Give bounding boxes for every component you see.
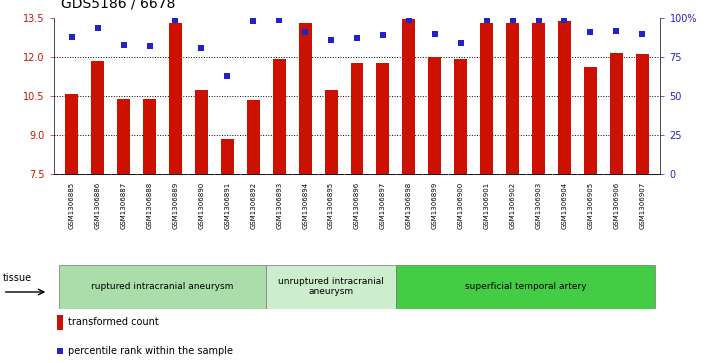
Text: GSM1306887: GSM1306887 <box>121 182 126 229</box>
Text: GSM1306899: GSM1306899 <box>432 182 438 229</box>
Bar <box>403 20 416 174</box>
Bar <box>221 139 233 174</box>
Text: GSM1306900: GSM1306900 <box>458 182 464 229</box>
Text: GSM1306901: GSM1306901 <box>483 182 490 229</box>
Point <box>403 17 415 23</box>
Bar <box>298 23 311 174</box>
Bar <box>506 23 519 174</box>
Point <box>507 17 518 23</box>
Text: GSM1306893: GSM1306893 <box>276 182 282 229</box>
Text: GSM1306888: GSM1306888 <box>146 182 153 229</box>
Bar <box>59 265 266 309</box>
Text: transformed count: transformed count <box>68 317 159 327</box>
Point <box>610 28 622 33</box>
Point <box>455 40 466 46</box>
Bar <box>610 53 623 174</box>
Point <box>66 34 77 40</box>
Point <box>273 17 285 23</box>
Text: GSM1306905: GSM1306905 <box>588 182 593 229</box>
Bar <box>376 63 389 174</box>
Point <box>637 31 648 37</box>
Text: unruptured intracranial
aneurysm: unruptured intracranial aneurysm <box>278 277 384 297</box>
Text: GSM1306902: GSM1306902 <box>510 182 516 229</box>
Point <box>248 19 259 24</box>
Point <box>196 45 207 51</box>
Text: GSM1306895: GSM1306895 <box>328 182 334 229</box>
Text: GSM1306891: GSM1306891 <box>224 182 231 229</box>
Bar <box>143 99 156 174</box>
Text: GSM1306903: GSM1306903 <box>536 182 541 229</box>
Text: GSM1306907: GSM1306907 <box>639 182 645 229</box>
Point <box>559 17 570 23</box>
Bar <box>325 90 338 174</box>
Point <box>533 17 544 23</box>
Point <box>377 32 388 38</box>
Bar <box>195 90 208 174</box>
Point <box>144 43 155 49</box>
Point <box>429 31 441 37</box>
Text: GSM1306886: GSM1306886 <box>95 182 101 229</box>
Text: GSM1306894: GSM1306894 <box>302 182 308 229</box>
Text: GSM1306898: GSM1306898 <box>406 182 412 229</box>
Text: GSM1306892: GSM1306892 <box>250 182 256 229</box>
Text: percentile rank within the sample: percentile rank within the sample <box>68 346 233 356</box>
Text: GSM1306897: GSM1306897 <box>380 182 386 229</box>
Bar <box>117 99 130 174</box>
Point <box>326 37 337 43</box>
Point <box>221 73 233 79</box>
Text: GSM1306890: GSM1306890 <box>198 182 204 229</box>
Text: GSM1306889: GSM1306889 <box>173 182 178 229</box>
Text: ruptured intracranial aneurysm: ruptured intracranial aneurysm <box>91 282 233 291</box>
Bar <box>273 59 286 174</box>
Bar <box>558 21 571 174</box>
Bar <box>635 54 649 174</box>
Bar <box>481 23 493 174</box>
Point <box>118 42 129 48</box>
Point <box>351 36 363 41</box>
Bar <box>454 59 467 174</box>
Text: GSM1306906: GSM1306906 <box>613 182 619 229</box>
Bar <box>91 61 104 174</box>
Bar <box>396 265 655 309</box>
Text: GDS5186 / 6678: GDS5186 / 6678 <box>61 0 175 11</box>
Bar <box>247 100 260 174</box>
Bar <box>428 57 441 174</box>
Bar <box>56 315 64 330</box>
Point <box>481 17 493 23</box>
Point <box>585 29 596 35</box>
Bar <box>351 63 363 174</box>
Text: GSM1306896: GSM1306896 <box>354 182 360 229</box>
Text: tissue: tissue <box>3 273 32 283</box>
Bar <box>169 23 182 174</box>
Bar <box>65 94 79 174</box>
Text: GSM1306904: GSM1306904 <box>561 182 568 229</box>
Point <box>54 348 66 354</box>
Text: superficial temporal artery: superficial temporal artery <box>465 282 586 291</box>
Point <box>92 25 104 30</box>
Bar <box>532 23 545 174</box>
Point <box>299 29 311 35</box>
Text: GSM1306885: GSM1306885 <box>69 182 75 229</box>
Bar <box>584 67 597 174</box>
Bar <box>266 265 396 309</box>
Point <box>170 17 181 23</box>
